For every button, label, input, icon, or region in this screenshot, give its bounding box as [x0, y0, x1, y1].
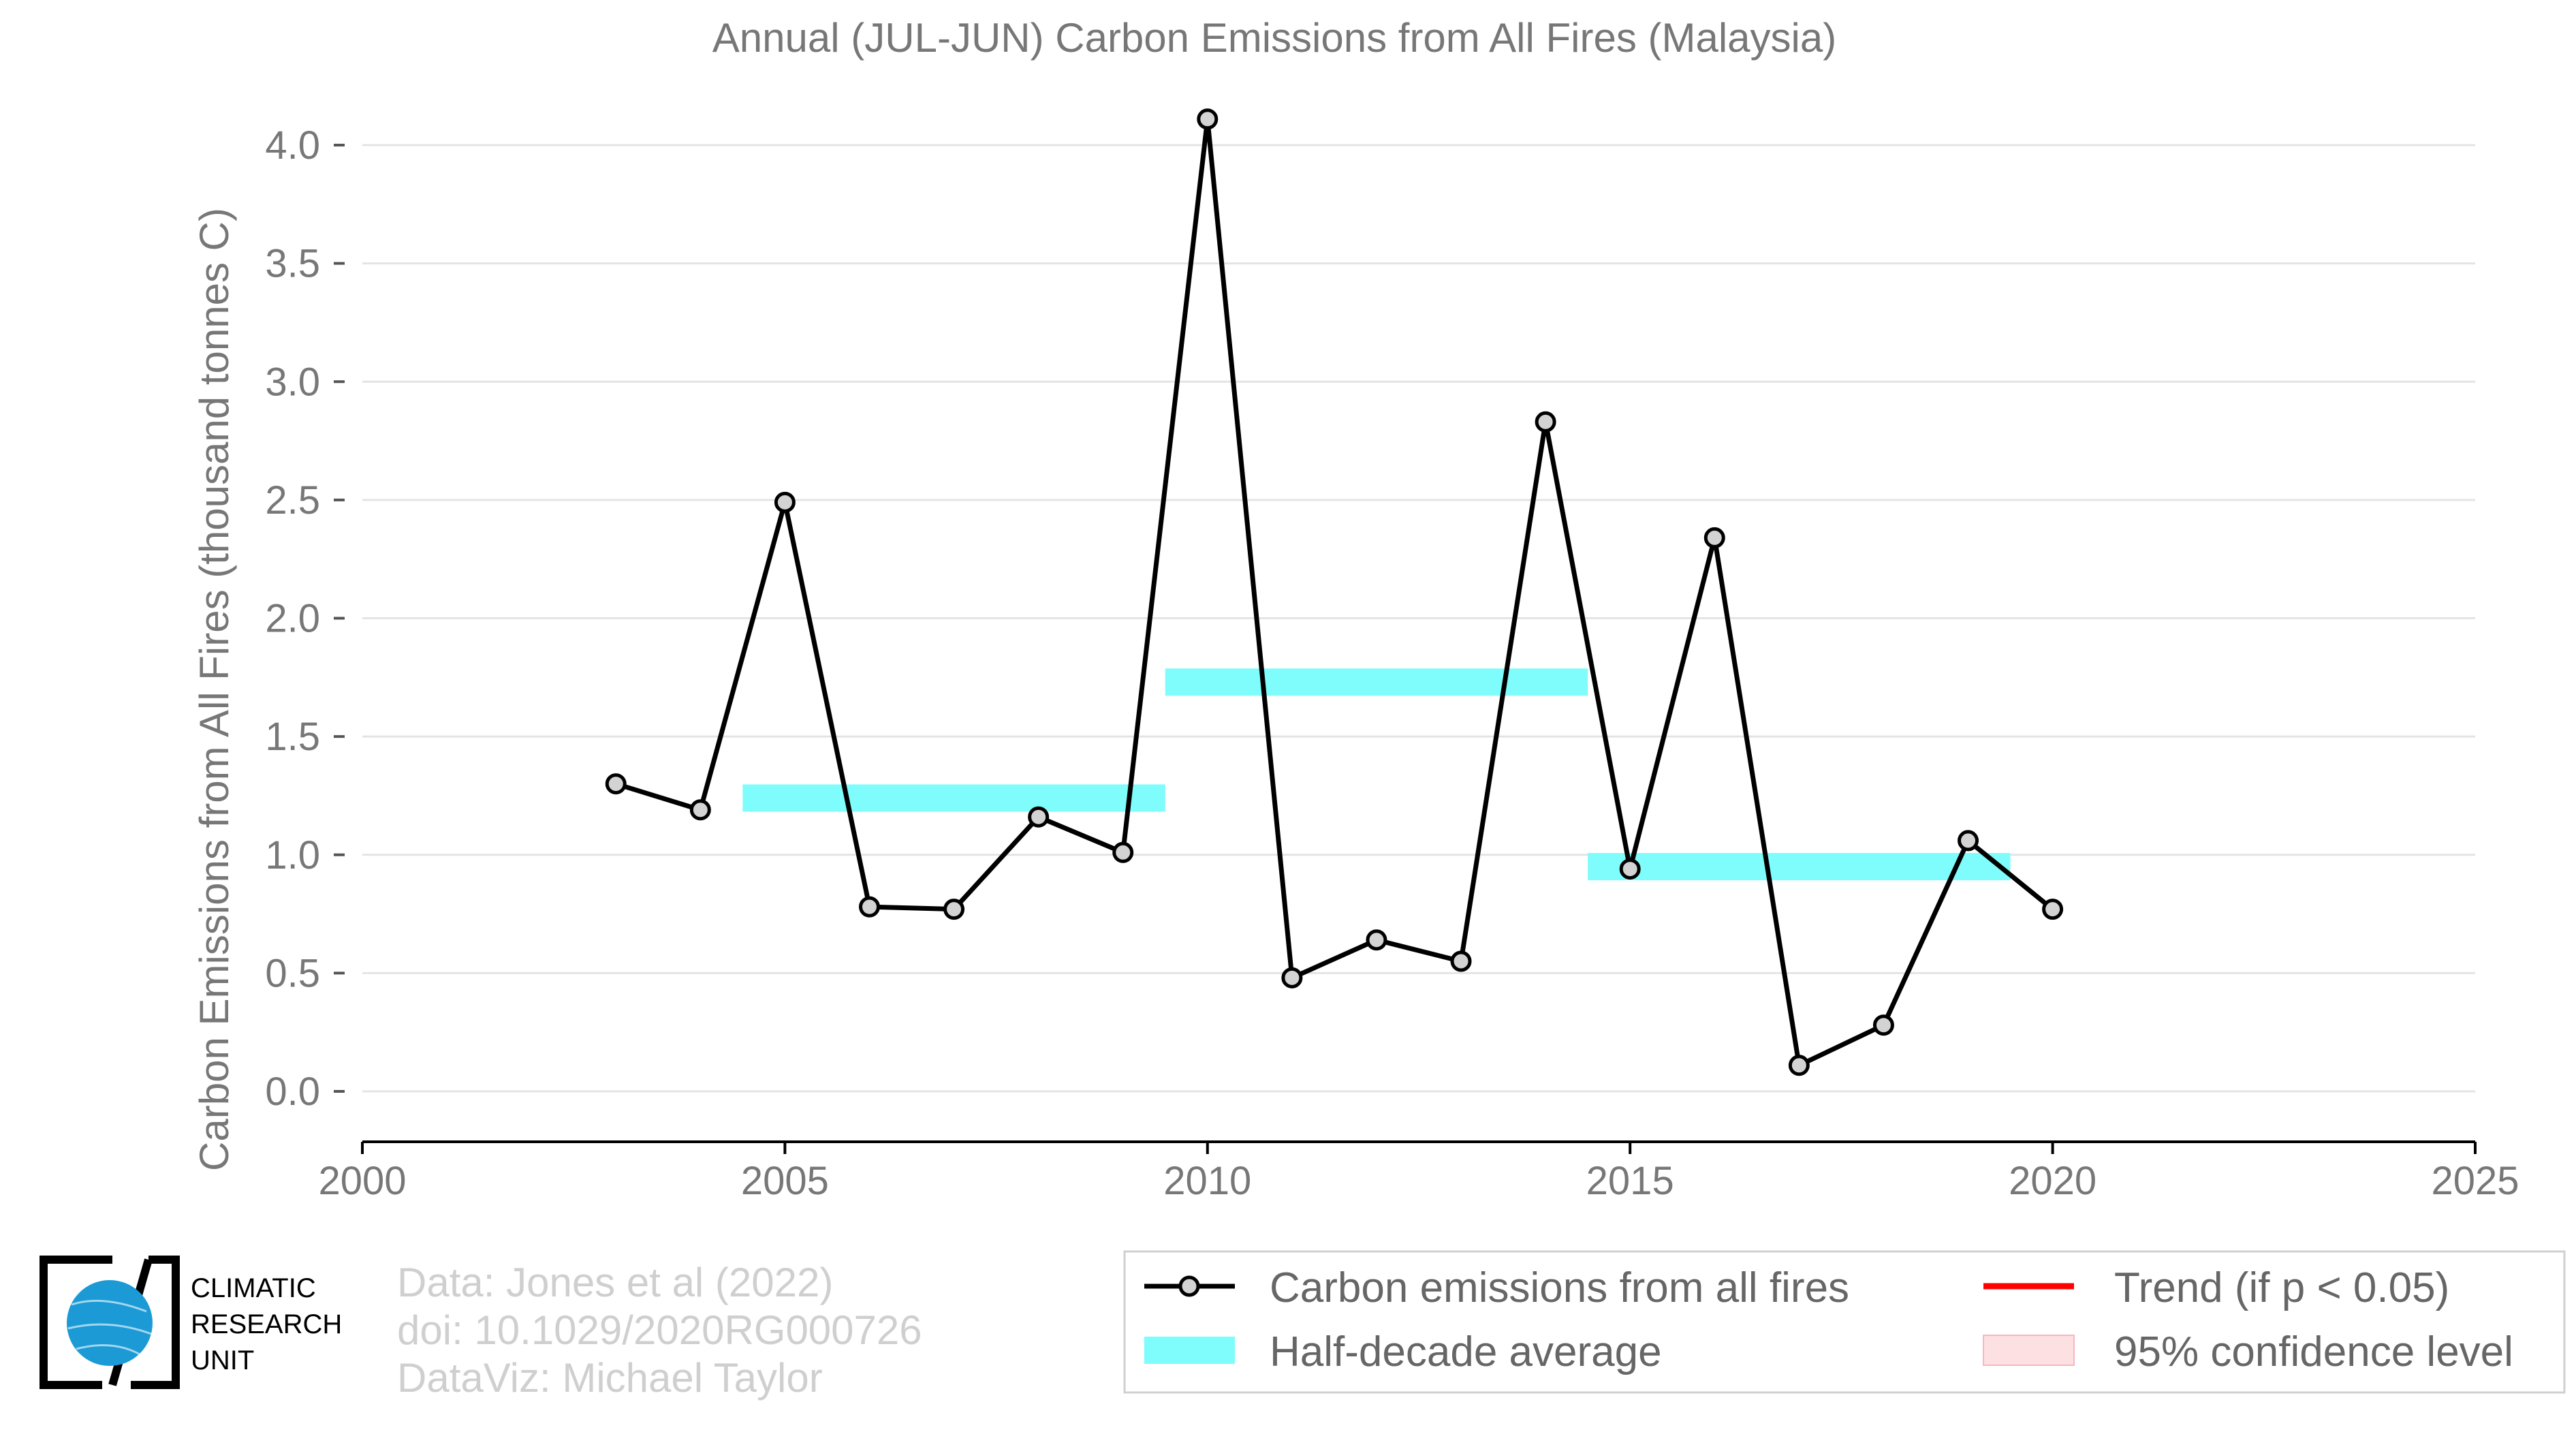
y-tick-label: 2.0	[265, 597, 320, 641]
cru-logo: CLIMATIC RESEARCH UNIT	[40, 1256, 342, 1389]
legend-box	[1123, 1250, 2566, 1394]
half-decade-average-bands	[742, 668, 2011, 881]
x-tick-label: 2025	[2431, 1159, 2519, 1203]
grid-lines	[362, 144, 2475, 1093]
logo-line-1: CLIMATIC	[191, 1273, 316, 1303]
legend-label-trend: Trend (if p < 0.05)	[2114, 1264, 2449, 1311]
globe-icon	[67, 1280, 153, 1366]
legend-label-confidence: 95% confidence level	[2114, 1328, 2513, 1375]
globe-contours	[67, 1299, 152, 1358]
data-point	[1535, 411, 1556, 433]
half-decade-average-bar	[742, 784, 1165, 812]
data-point	[858, 896, 880, 918]
data-point	[1112, 841, 1134, 863]
legend-marker-carbon	[1178, 1275, 1200, 1297]
legend: Carbon emissions from all fires Half-dec…	[1123, 1250, 2566, 1394]
series-line	[615, 116, 2054, 1068]
x-tick-label: 2020	[2009, 1159, 2096, 1203]
credit-data: Data: Jones et al (2022)	[397, 1260, 833, 1305]
series-carbon-emissions	[605, 108, 2064, 1076]
data-point	[943, 899, 965, 920]
chart-title: Annual (JUL-JUN) Carbon Emissions from A…	[712, 15, 1836, 61]
data-point	[689, 799, 711, 821]
data-point	[1366, 929, 1387, 951]
data-point	[1788, 1055, 1810, 1076]
y-tick-label: 0.0	[265, 1070, 320, 1114]
y-tick-label: 3.5	[265, 242, 320, 286]
half-decade-average-bar	[1588, 853, 2011, 881]
data-point	[1958, 830, 1979, 852]
legend-patch-confidence	[1983, 1335, 2075, 1366]
data-point	[1028, 806, 1050, 828]
data-point	[1450, 950, 1472, 972]
y-tick-label: 0.5	[265, 951, 320, 995]
half-decade-average-bar	[1165, 668, 1588, 696]
data-point	[605, 773, 627, 795]
logo-line-3: UNIT	[191, 1345, 254, 1375]
logo-line-2: RESEARCH	[191, 1309, 342, 1339]
x-tick-label: 2015	[1586, 1159, 1674, 1203]
y-tick-label: 4.0	[265, 123, 320, 168]
x-tick-labels: 2000 2005 2010 2015 2020 2025	[318, 1159, 2519, 1203]
data-point	[1619, 858, 1641, 880]
legend-label-carbon: Carbon emissions from all fires	[1270, 1264, 1849, 1311]
x-tick-label: 2005	[741, 1159, 829, 1203]
data-point	[1281, 967, 1303, 989]
credit-doi: doi: 10.1029/2020RG000726	[397, 1307, 922, 1353]
y-tick-label: 1.0	[265, 833, 320, 877]
y-tick-label: 3.0	[265, 360, 320, 404]
y-tick-label: 1.5	[265, 715, 320, 759]
legend-band-average	[1144, 1337, 1235, 1364]
data-point	[1197, 108, 1219, 130]
data-point	[1703, 527, 1725, 548]
x-tick-label: 2010	[1163, 1159, 1251, 1203]
legend-label-average: Half-decade average	[1270, 1328, 1662, 1375]
x-axis	[361, 1140, 2477, 1154]
y-tick-labels: 0.0 0.5 1.0 1.5 2.0 2.5 3.0 3.5 4.0	[265, 123, 345, 1114]
credit-dataviz: DataViz: Michael Taylor	[397, 1355, 823, 1401]
data-point	[2042, 899, 2064, 920]
data-point	[774, 491, 796, 513]
x-tick-label: 2000	[318, 1159, 406, 1203]
y-axis-label: Carbon Emissions from All Fires (thousan…	[191, 208, 237, 1171]
data-point	[1872, 1014, 1894, 1036]
y-tick-label: 2.5	[265, 478, 320, 523]
